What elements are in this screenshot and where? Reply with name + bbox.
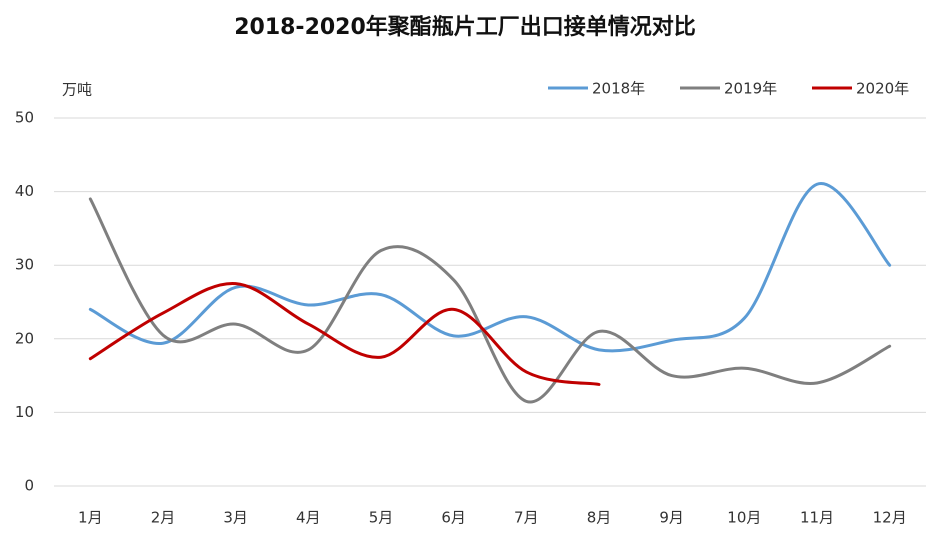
- x-tick-label: 9月: [659, 509, 684, 527]
- legend-label: 2019年: [724, 80, 777, 98]
- x-tick-label: 11月: [800, 509, 834, 527]
- y-tick-label: 10: [15, 403, 34, 421]
- x-tick-label: 1月: [78, 509, 103, 527]
- x-tick-label: 10月: [727, 509, 761, 527]
- y-tick-label: 30: [15, 256, 34, 274]
- x-tick-label: 8月: [587, 509, 612, 527]
- series-line: [88, 182, 892, 353]
- y-tick-label: 50: [15, 109, 34, 127]
- x-tick-label: 6月: [441, 509, 466, 527]
- series-line: [88, 282, 601, 386]
- y-tick-label: 0: [24, 477, 34, 495]
- legend-label: 2020年: [856, 80, 909, 98]
- series-line: [88, 197, 892, 404]
- x-tick-label: 3月: [223, 509, 248, 527]
- y-axis-label: 万吨: [62, 81, 92, 99]
- legend-label: 2018年: [592, 80, 645, 98]
- y-tick-label: 40: [15, 182, 34, 200]
- x-tick-label: 4月: [296, 509, 321, 527]
- x-tick-label: 12月: [873, 509, 907, 527]
- x-tick-label: 5月: [369, 509, 394, 527]
- chart-title: 2018-2020年聚酯瓶片工厂出口接单情况对比: [234, 14, 696, 40]
- y-tick-label: 20: [15, 329, 34, 347]
- x-tick-label: 2月: [151, 509, 176, 527]
- x-tick-label: 7月: [514, 509, 539, 527]
